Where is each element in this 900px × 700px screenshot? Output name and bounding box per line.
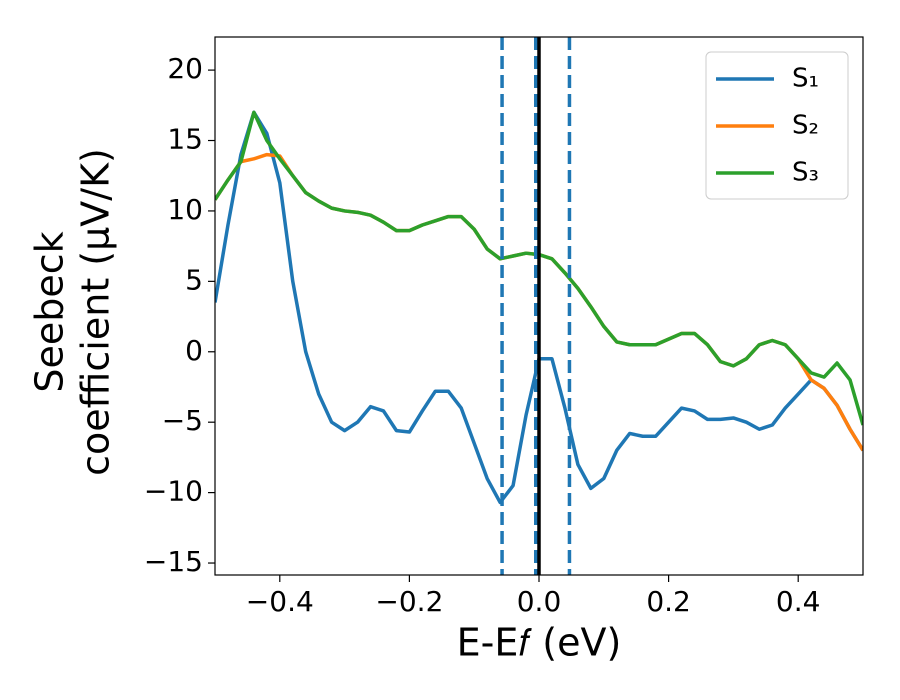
- x-axis-label: E-E𝑓 (eV): [457, 621, 622, 665]
- axes-frame: [214, 36, 864, 576]
- x-tick-label: −0.2: [375, 585, 443, 618]
- plot: [215, 37, 863, 575]
- x-tick-label: 0.2: [646, 585, 691, 618]
- y-axis-label: Seebeck: [28, 231, 72, 392]
- legend-label: S₃: [792, 158, 819, 188]
- y-tick-label: 0: [185, 334, 203, 367]
- y-tick-label: −15: [144, 545, 203, 578]
- x-tick-label: −0.4: [246, 585, 314, 618]
- x-tick-label: 0.0: [517, 585, 562, 618]
- legend-label: S₂: [792, 111, 819, 141]
- x-tick-label: 0.4: [776, 585, 821, 618]
- legend-box: [705, 51, 849, 200]
- y-tick-label: −10: [144, 475, 203, 508]
- y-tick-label: 5: [185, 263, 203, 296]
- legend-label: S₁: [792, 64, 819, 94]
- y-axis-label: coefficient (μV/K): [74, 148, 118, 476]
- y-tick-label: 20: [167, 52, 203, 85]
- y-tick-label: 15: [167, 123, 203, 156]
- y-tick-label: 10: [167, 193, 203, 226]
- y-tick-label: −5: [162, 404, 203, 437]
